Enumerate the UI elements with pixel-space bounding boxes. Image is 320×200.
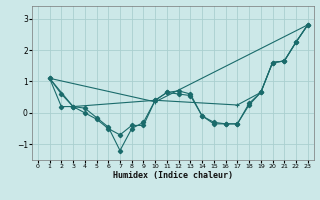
X-axis label: Humidex (Indice chaleur): Humidex (Indice chaleur): [113, 171, 233, 180]
